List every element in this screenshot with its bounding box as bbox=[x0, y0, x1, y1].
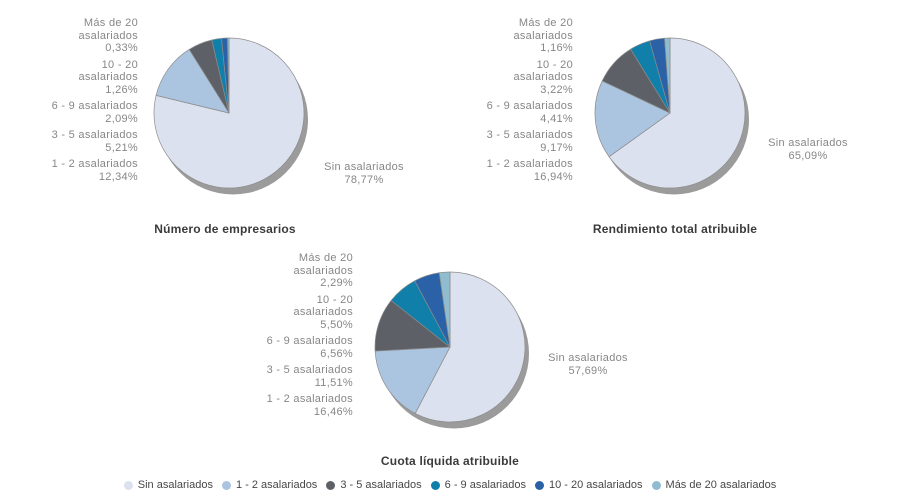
slice-label-value: 57,69% bbox=[568, 365, 608, 377]
slice-label-name: Sin asalariados bbox=[548, 352, 628, 364]
legend-label: Más de 20 asalariados bbox=[665, 479, 777, 491]
slice-label-line: asalariados bbox=[78, 71, 138, 83]
pie-chart-rendimiento-total-atribuible: Más de 20 asalariados 1,16% 10 - 20 asalaria… bbox=[450, 0, 900, 245]
slice-label: 1 - 2 asalariados 12,34% bbox=[52, 158, 138, 183]
slice-label-line: asalariados bbox=[293, 306, 353, 318]
chart-legend: Sin asalariados 1 - 2 asalariados 3 - 5 as… bbox=[0, 477, 900, 493]
slice-label-line: 11,51% bbox=[314, 376, 353, 389]
slice-label: Más de 20 asalariados 2,29% bbox=[293, 252, 353, 290]
pie-chart-cuota-liquida-atribuible: Más de 20 asalariados 2,29% 10 - 20 asalaria… bbox=[225, 250, 675, 468]
pie bbox=[586, 29, 754, 197]
slice-label-line: asalariados bbox=[293, 264, 353, 277]
slice-label-line: 4,41% bbox=[540, 112, 573, 125]
slice-label-line: 16,94% bbox=[533, 170, 573, 183]
slice-label-line: 3 - 5 asalariados bbox=[486, 129, 573, 141]
pie-slice bbox=[438, 271, 451, 348]
legend-item[interactable]: Sin asalariados bbox=[123, 479, 213, 491]
legend-item[interactable]: Más de 20 asalariados bbox=[651, 479, 777, 491]
slice-label: 3 - 5 asalariados 5,21% bbox=[52, 129, 138, 154]
slice-label: 1 - 2 asalariados 16,46% bbox=[267, 393, 353, 418]
slice-label-line: 6 - 9 asalariados bbox=[486, 100, 573, 112]
slice-label-name: Sin asalariados bbox=[768, 137, 848, 149]
pie-slice bbox=[227, 37, 230, 114]
slice-label-line: 1 - 2 asalariados bbox=[266, 393, 353, 405]
legend-item[interactable]: 3 - 5 asalariados bbox=[326, 479, 422, 491]
slice-label-line: 0,33% bbox=[105, 42, 138, 54]
pie-slice bbox=[664, 37, 671, 114]
legend-label: 1 - 2 asalariados bbox=[235, 479, 318, 491]
slice-label-line: Más de 20 bbox=[83, 17, 138, 29]
pie bbox=[366, 263, 534, 431]
category-labels: Más de 20 asalariados 2,29% 10 - 20 asalaria… bbox=[233, 252, 353, 418]
legend-item[interactable]: 1 - 2 asalariados bbox=[221, 479, 318, 491]
slice-label-line: 3,22% bbox=[540, 83, 573, 96]
pie-slice bbox=[594, 80, 671, 158]
slice-label-line: 1,26% bbox=[105, 83, 138, 96]
chart-title: Cuota líquida atribuible bbox=[380, 454, 520, 468]
slice-label-sin-asalariados: Sin asalariados 65,09% bbox=[738, 137, 878, 163]
chart-title: Número de empresarios bbox=[154, 222, 296, 236]
slice-label-line: Más de 20 bbox=[298, 252, 353, 264]
legend-label: Sin asalariados bbox=[137, 479, 213, 491]
pie-slice bbox=[155, 49, 230, 114]
slice-label-line: 10 - 20 bbox=[316, 293, 353, 306]
legend-swatch-icon bbox=[123, 480, 133, 490]
slice-label-line: 1 - 2 asalariados bbox=[51, 158, 138, 170]
slice-label: 3 - 5 asalariados 11,51% bbox=[267, 364, 353, 389]
slice-label-line: 3 - 5 asalariados bbox=[51, 129, 138, 141]
legend-label: 3 - 5 asalariados bbox=[340, 479, 422, 491]
slice-label-line: 12,34% bbox=[98, 170, 138, 183]
slice-label-line: 16,46% bbox=[313, 405, 353, 418]
slice-label-value: 65,09% bbox=[788, 150, 828, 162]
slice-label-line: asalariados bbox=[78, 29, 138, 42]
slice-label: 1 - 2 asalariados 16,94% bbox=[487, 158, 573, 183]
slice-label: 6 - 9 asalariados 4,41% bbox=[487, 100, 573, 125]
legend-item[interactable]: 6 - 9 asalariados bbox=[430, 479, 526, 491]
legend-swatch-icon bbox=[326, 480, 336, 490]
category-labels: Más de 20 asalariados 0,33% 10 - 20 asalaria… bbox=[18, 17, 138, 183]
slice-label: 6 - 9 asalariados 2,09% bbox=[52, 100, 138, 125]
slice-label-line: 1,16% bbox=[540, 42, 573, 54]
slice-label: Más de 20 asalariados 0,33% bbox=[78, 17, 138, 55]
slice-label-line: Más de 20 bbox=[518, 17, 573, 29]
slice-label: 10 - 20 asalariados 3,22% bbox=[513, 59, 573, 97]
category-labels: Más de 20 asalariados 1,16% 10 - 20 asalaria… bbox=[453, 17, 573, 183]
slice-label: 10 - 20 asalariados 5,50% bbox=[293, 294, 353, 332]
slice-label: 3 - 5 asalariados 9,17% bbox=[487, 129, 573, 154]
slice-label-line: 10 - 20 bbox=[101, 58, 138, 71]
pie-slice bbox=[374, 346, 451, 414]
slice-label: Más de 20 asalariados 1,16% bbox=[513, 17, 573, 55]
legend-label: 6 - 9 asalariados bbox=[444, 479, 526, 491]
slice-label-line: 9,17% bbox=[540, 141, 573, 154]
pie-chart-numero-de-empresarios: Más de 20 asalariados 0,33% 10 - 20 asalaria… bbox=[0, 0, 450, 245]
slice-label-line: 5,50% bbox=[320, 318, 353, 331]
chart-title: Rendimiento total atribuible bbox=[592, 222, 758, 236]
slice-label-line: asalariados bbox=[513, 29, 573, 42]
slice-label-line: 5,21% bbox=[105, 141, 138, 154]
legend-swatch-icon bbox=[651, 480, 661, 490]
slice-label-line: 6,56% bbox=[320, 347, 353, 360]
pie bbox=[145, 29, 313, 197]
legend-label: 10 - 20 asalariados bbox=[548, 479, 643, 491]
slice-label-line: 10 - 20 bbox=[536, 58, 573, 71]
slice-label-line: 2,09% bbox=[105, 112, 138, 125]
pie-slice bbox=[608, 37, 746, 189]
legend-swatch-icon bbox=[534, 480, 544, 490]
slice-label-line: 1 - 2 asalariados bbox=[486, 158, 573, 170]
pie-slice bbox=[414, 271, 526, 423]
slice-label-sin-asalariados: Sin asalariados 78,77% bbox=[294, 161, 434, 187]
slice-label-sin-asalariados: Sin asalariados 57,69% bbox=[518, 352, 658, 378]
slice-label-line: 6 - 9 asalariados bbox=[51, 100, 138, 112]
legend-swatch-icon bbox=[221, 480, 231, 490]
slice-label-name: Sin asalariados bbox=[324, 161, 404, 173]
slice-label-line: 6 - 9 asalariados bbox=[266, 335, 353, 347]
slice-label-value: 78,77% bbox=[344, 174, 384, 186]
slice-label-line: 2,29% bbox=[320, 277, 353, 289]
slice-label: 6 - 9 asalariados 6,56% bbox=[267, 335, 353, 360]
legend-item[interactable]: 10 - 20 asalariados bbox=[534, 479, 643, 491]
slice-label: 10 - 20 asalariados 1,26% bbox=[78, 59, 138, 97]
slice-label-line: asalariados bbox=[513, 71, 573, 83]
legend-swatch-icon bbox=[430, 480, 440, 490]
slice-label-line: 3 - 5 asalariados bbox=[266, 364, 353, 376]
